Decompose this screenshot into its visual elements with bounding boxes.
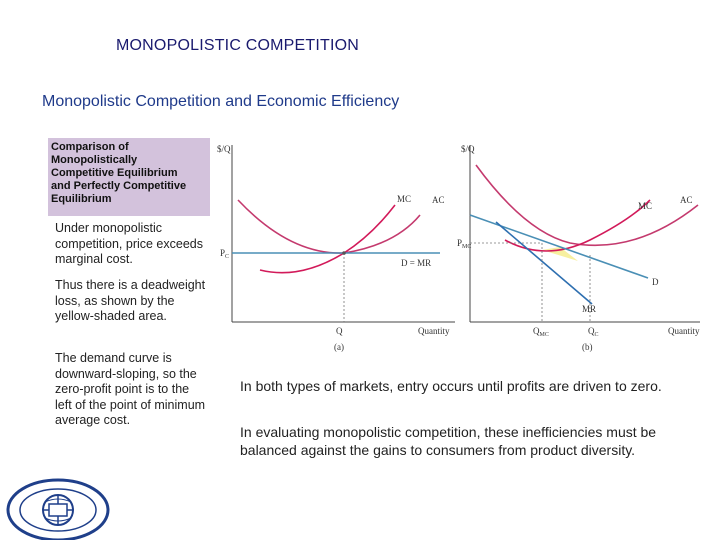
demand-curve xyxy=(469,214,649,279)
ac-curve xyxy=(475,164,699,247)
d-label: D xyxy=(652,277,659,287)
bullet-text: Under monopolistic competition, price ex… xyxy=(55,221,203,266)
mc-label: MC xyxy=(397,194,411,204)
mr-label: MR xyxy=(582,304,596,314)
bullet-text: Thus there is a deadweight loss, as show… xyxy=(55,278,206,323)
mc-label: MC xyxy=(638,201,652,211)
equilibrium-point xyxy=(342,251,346,255)
panel-label: (b) xyxy=(582,342,593,352)
caption-line: Competitive Equilibrium xyxy=(51,167,178,179)
chart-panel-a: $/Q MC AC D = MR PC Q Quantity (a) xyxy=(217,144,455,352)
slide-title: MONOPOLISTIC COMPETITION xyxy=(116,37,360,54)
dmr-label: D = MR xyxy=(401,258,431,268)
qc-tick-label: QC xyxy=(588,326,599,338)
pmc-tick-label: PMC xyxy=(457,238,471,250)
slide-subtitle: Monopolistic Competition and Economic Ef… xyxy=(42,93,400,110)
qmc-tick-label: QMC xyxy=(533,326,549,338)
caption-line: Equilibrium xyxy=(51,193,112,205)
q-tick-label: Q xyxy=(336,326,343,336)
institute-seal-logo xyxy=(6,478,110,540)
right-paragraph: In evaluating monopolistic competition, … xyxy=(240,424,657,458)
ac-label: AC xyxy=(680,195,693,205)
mr-curve xyxy=(495,221,593,305)
caption-line: Comparison of xyxy=(51,141,129,153)
y-axis-label: $/Q xyxy=(461,144,475,154)
caption-line: Monopolistically xyxy=(51,154,138,166)
pc-tick-label: PC xyxy=(220,248,229,260)
panel-label: (a) xyxy=(334,342,344,352)
x-axis-label: Quantity xyxy=(418,326,450,336)
bullet-text: The demand curve is downward-sloping, so… xyxy=(55,351,206,427)
mc-curve xyxy=(259,204,396,274)
x-axis-label: Quantity xyxy=(668,326,700,336)
right-paragraph: In both types of markets, entry occurs u… xyxy=(240,378,662,394)
ac-label: AC xyxy=(432,195,445,205)
chart-panel-b: $/Q MC AC D MR PMC QMC QC Quantity (b) xyxy=(457,144,700,352)
figure-caption: Comparison of Monopolistically Competiti… xyxy=(48,138,210,216)
caption-line: and Perfectly Competitive xyxy=(51,180,187,192)
y-axis-label: $/Q xyxy=(217,144,231,154)
